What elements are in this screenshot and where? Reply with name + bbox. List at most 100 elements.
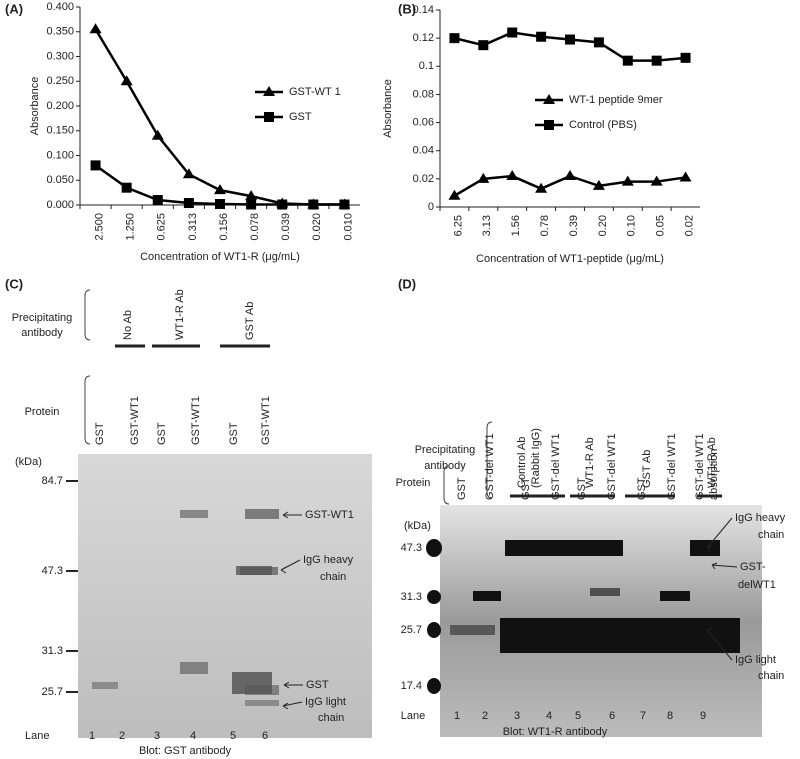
marker — [506, 170, 519, 181]
bands-d — [426, 539, 740, 694]
x-tick-label: 0.078 — [249, 213, 261, 241]
marker — [214, 184, 226, 195]
panel-label: (A) — [5, 1, 23, 16]
marker-label: 47.3 — [42, 565, 63, 577]
y-tick-label: 0.150 — [46, 125, 74, 137]
lane-number: 5 — [230, 730, 236, 742]
y-tick-label: 0.400 — [46, 1, 74, 13]
protein-label: GST-del WT1 — [484, 433, 496, 500]
x-tick-label: 1.56 — [510, 215, 522, 236]
antibody-label: WT1-R Ab — [584, 437, 596, 488]
y-tick-label: 0.100 — [46, 149, 74, 161]
antibody-label: WT1-R Ab — [174, 289, 186, 340]
marker — [264, 112, 274, 122]
y-tick-label: 0.350 — [46, 26, 74, 38]
protein-label: GST-WT1 — [129, 396, 141, 445]
lane-number: 2 — [119, 730, 125, 742]
antibody-label: No Ab — [122, 310, 134, 340]
marker-label: 84.7 — [42, 475, 63, 487]
arrow — [282, 511, 302, 519]
row-label: Protein — [396, 477, 431, 489]
marker — [593, 37, 604, 48]
antibody-label: WT1-R Ab — [706, 437, 718, 488]
marker — [120, 75, 133, 86]
arrow — [282, 701, 303, 710]
marker-label: 47.3 — [401, 542, 422, 554]
row-label: Precipitating — [415, 444, 476, 456]
y-tick-label: 0 — [428, 201, 434, 213]
x-tick-label: 0.39 — [568, 215, 580, 236]
marker — [152, 195, 163, 206]
marker — [245, 190, 258, 201]
blot-label: Blot: GST antibody — [139, 745, 232, 757]
x-axis-label: Concentration of WT1-R (μg/mL) — [140, 251, 300, 263]
protein-label: absorption — [708, 449, 720, 500]
row-label: Precipitating — [12, 312, 73, 324]
marker — [277, 199, 288, 210]
marker-label: 25.7 — [401, 624, 422, 636]
y-tick-label: 0.12 — [413, 32, 434, 44]
band-label: IgG heavy — [303, 554, 354, 566]
marker — [339, 199, 350, 210]
marker — [536, 31, 547, 42]
protein-label: GST — [520, 477, 532, 500]
y-tick-label: 0.14 — [413, 4, 434, 16]
marker — [565, 34, 575, 45]
lane-number: 8 — [667, 710, 673, 722]
marker — [544, 120, 554, 130]
marker — [507, 27, 518, 38]
marker-label: 17.4 — [401, 680, 422, 692]
x-tick-label: 0.010 — [342, 213, 354, 241]
marker — [90, 160, 101, 171]
legend-label: WT-1 peptide 9mer — [569, 94, 663, 106]
marker — [151, 129, 164, 140]
marker — [477, 172, 490, 183]
bands-c — [92, 509, 279, 706]
y-tick-label: 0.250 — [46, 75, 74, 87]
marker — [592, 179, 605, 190]
unit-label: (kDa) — [15, 456, 42, 468]
lane-number: 9 — [700, 710, 706, 722]
row-label: Protein — [25, 406, 60, 418]
x-axis-label: Concentration of WT1-peptide (μg/mL) — [476, 253, 664, 265]
marker — [183, 198, 194, 209]
y-tick-label: 0.050 — [46, 174, 74, 186]
panel-label: (D) — [398, 276, 416, 291]
protein-label: GST-WT1 — [260, 396, 272, 445]
marker-label: 31.3 — [401, 591, 422, 603]
band-label: GST- — [740, 561, 766, 573]
lane-number: 5 — [575, 710, 581, 722]
legend-label: GST — [289, 111, 312, 123]
y-tick-label: 0.1 — [419, 60, 434, 72]
marker — [535, 182, 548, 193]
marker — [448, 189, 461, 200]
y-tick-label: 0.04 — [413, 145, 434, 157]
antibody-label: Control Ab — [516, 437, 528, 488]
marker — [263, 86, 275, 96]
band-label: delWT1 — [738, 579, 776, 591]
protein-label: GST-WT1 — [190, 396, 202, 445]
panel-label: (B) — [398, 1, 416, 16]
lane-number: 4 — [190, 730, 196, 742]
marker — [622, 55, 633, 66]
lane-number: 2 — [482, 710, 488, 722]
protein-label: GST — [228, 422, 240, 445]
x-tick-label: 0.156 — [218, 213, 230, 241]
marker — [621, 175, 634, 186]
lane-number: 3 — [154, 730, 160, 742]
band-label: chain — [758, 529, 784, 541]
x-tick-label: 0.625 — [156, 213, 168, 241]
marker-label: 25.7 — [42, 686, 63, 698]
y-tick-label: 0.300 — [46, 50, 74, 62]
lane-number: 6 — [609, 710, 615, 722]
protein-label: GST — [636, 477, 648, 500]
marker — [89, 23, 102, 34]
y-tick-label: 0.02 — [413, 173, 434, 185]
marker — [308, 199, 319, 210]
panel-label: (C) — [5, 276, 23, 291]
lane-number: 1 — [89, 730, 95, 742]
y-tick-label: 0.200 — [46, 100, 74, 112]
x-tick-label: 0.78 — [539, 215, 551, 236]
protein-label: GST-del WT1 — [666, 433, 678, 500]
protein-label: GST — [156, 422, 168, 445]
